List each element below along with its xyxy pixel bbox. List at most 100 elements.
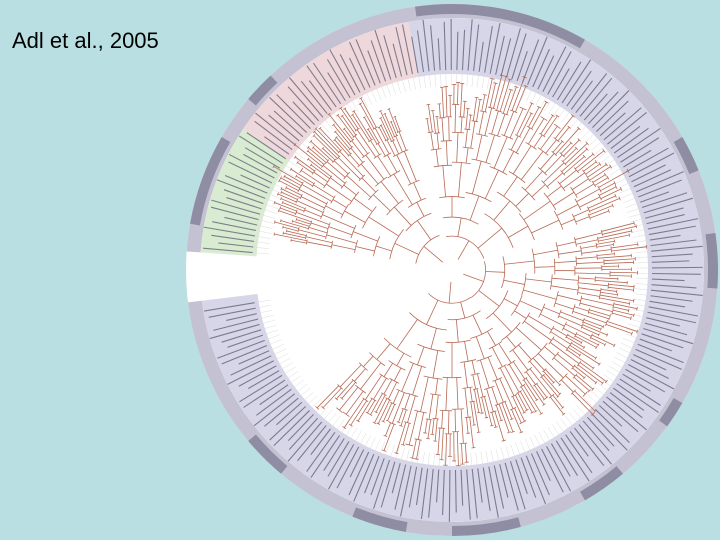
branch — [491, 386, 499, 405]
branch-arc — [415, 235, 440, 264]
branch — [357, 398, 373, 422]
branch — [594, 177, 609, 186]
leaf-label — [579, 77, 613, 117]
branch-arc — [572, 373, 578, 379]
leaf-connector — [625, 202, 641, 208]
ring-segment — [190, 137, 231, 226]
branch — [588, 195, 616, 209]
branch-arc — [272, 164, 275, 169]
branch — [540, 126, 558, 150]
leaf-label — [478, 41, 484, 72]
branch-arc — [514, 134, 522, 138]
leaf-label — [643, 327, 694, 345]
leaf-label — [649, 234, 681, 241]
branch-arc — [493, 82, 498, 85]
branch — [313, 135, 338, 159]
branch-arc — [349, 138, 355, 143]
leaf-label — [243, 379, 286, 408]
branch-arc — [573, 167, 579, 174]
branch — [333, 160, 349, 175]
leaf-connector — [299, 140, 312, 152]
leaf-label — [565, 434, 593, 474]
leaf-connector — [331, 110, 342, 124]
branch-arc — [462, 146, 474, 149]
leaf-connector — [584, 131, 597, 143]
branch-arc — [387, 108, 391, 110]
branch — [386, 139, 396, 156]
leaf-connector — [309, 399, 322, 411]
leaf-label — [509, 461, 526, 510]
branch-arc — [533, 382, 538, 387]
branch — [556, 353, 574, 368]
branch — [575, 183, 595, 196]
branch — [536, 383, 548, 398]
leaf-connector — [564, 415, 575, 429]
branch-arc — [372, 126, 378, 130]
branch — [508, 225, 529, 238]
leaf-connector — [301, 391, 315, 403]
branch-arc — [332, 158, 337, 164]
leaf-connector — [535, 91, 544, 107]
leaf-label — [256, 388, 292, 416]
leaf-connector — [358, 432, 367, 448]
branch-arc — [591, 412, 595, 416]
branch-arc — [323, 201, 329, 211]
branch-arc — [633, 313, 635, 318]
branch-arc — [388, 360, 406, 371]
leaf-connector — [401, 76, 406, 93]
branch — [472, 97, 478, 121]
branch-arc — [327, 112, 331, 116]
branch-arc — [451, 161, 471, 165]
branch-arc — [606, 175, 610, 180]
branch — [299, 189, 327, 205]
branch-arc — [323, 179, 330, 189]
branch — [394, 242, 419, 255]
branch — [531, 101, 547, 129]
branch — [296, 200, 324, 213]
branch — [613, 306, 629, 311]
branch — [514, 407, 522, 424]
leaf-connector — [620, 342, 636, 350]
branch — [332, 199, 347, 208]
leaf-label — [203, 226, 256, 237]
branch-arc — [549, 325, 555, 334]
branch — [432, 350, 439, 379]
branch-arc — [604, 379, 608, 384]
branch — [361, 177, 377, 193]
leaf-label — [380, 461, 396, 508]
leaf-connector — [501, 77, 507, 94]
branch — [579, 302, 613, 313]
branch-arc — [328, 175, 333, 180]
branch — [498, 343, 512, 364]
branch-arc — [525, 142, 537, 150]
leaf-label — [326, 59, 351, 99]
branch-arc — [368, 413, 373, 416]
leaf-connector — [279, 167, 294, 177]
branch — [285, 187, 302, 196]
leaf-label — [273, 110, 304, 138]
leaf-connector — [266, 339, 282, 346]
branch-arc — [558, 383, 562, 387]
leaf-label — [536, 451, 551, 482]
leaf-connector — [600, 378, 614, 389]
branch-arc — [386, 199, 404, 216]
leaf-label — [395, 27, 408, 76]
branch-arc — [537, 166, 548, 176]
branch-arc — [295, 174, 298, 178]
leaf-label — [391, 463, 401, 494]
branch — [378, 127, 387, 141]
leaf-label — [566, 70, 592, 107]
branch — [388, 108, 399, 133]
branch — [396, 319, 418, 350]
branch — [448, 281, 452, 304]
branch — [491, 110, 499, 135]
branch-arc — [501, 134, 514, 140]
branch-arc — [565, 346, 570, 351]
branch-arc — [473, 388, 479, 390]
leaf-connector — [444, 453, 446, 470]
branch-arc — [375, 176, 388, 187]
branch-arc — [379, 124, 383, 127]
branch-arc — [340, 114, 344, 118]
leaf-label — [264, 136, 290, 155]
branch-arc — [535, 398, 539, 402]
